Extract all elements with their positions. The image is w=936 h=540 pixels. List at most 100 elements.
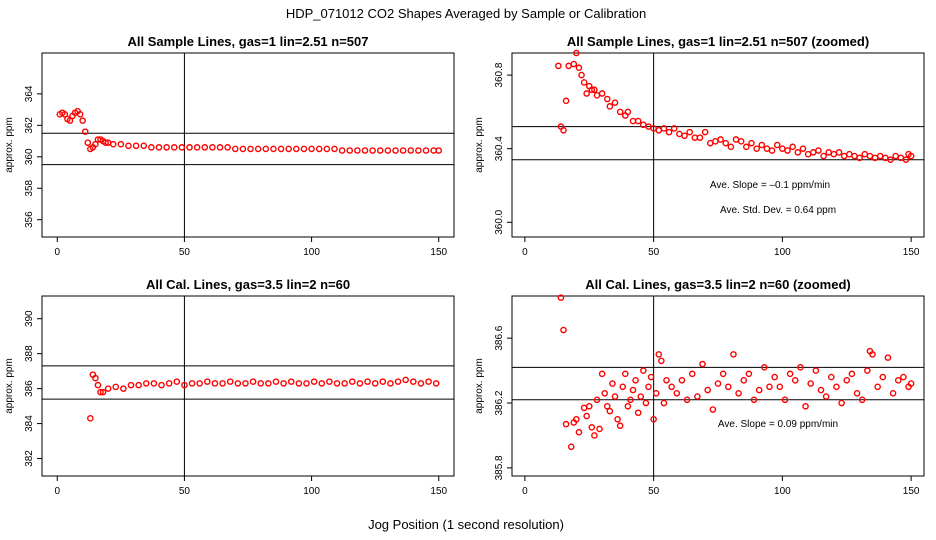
data-point xyxy=(209,144,216,151)
data-point xyxy=(308,145,315,153)
data-point xyxy=(158,381,165,389)
data-point xyxy=(287,378,295,385)
data-point xyxy=(112,383,120,391)
data-point xyxy=(755,386,763,394)
data-point xyxy=(616,422,624,430)
y-tick-label: 364 xyxy=(24,85,35,102)
data-point xyxy=(310,378,318,385)
y-tick-label: 356 xyxy=(24,211,35,228)
data-point xyxy=(650,415,657,423)
data-point xyxy=(712,138,719,145)
x-tick-label: 0 xyxy=(54,486,60,497)
data-point xyxy=(588,424,596,431)
data-point xyxy=(776,383,784,391)
data-point xyxy=(629,117,637,125)
panel-title: All Sample Lines, gas=1 lin=2.51 n=507 xyxy=(128,34,369,49)
data-point xyxy=(660,125,668,132)
y-tick-label: 390 xyxy=(24,310,35,327)
data-point xyxy=(193,144,201,151)
data-point xyxy=(900,373,907,381)
data-point xyxy=(833,383,840,391)
data-point xyxy=(580,79,588,86)
plot-frame xyxy=(41,52,455,238)
data-point xyxy=(725,383,732,391)
data-point xyxy=(907,152,915,160)
data-point xyxy=(410,378,417,385)
data-point xyxy=(835,149,843,156)
data-point xyxy=(820,152,827,160)
data-point xyxy=(807,380,815,387)
data-point xyxy=(565,62,572,70)
panel-title: All Sample Lines, gas=1 lin=2.51 n=507 (… xyxy=(567,34,869,49)
data-point xyxy=(817,386,825,394)
data-point xyxy=(735,389,742,397)
data-point xyxy=(163,144,170,151)
data-point xyxy=(224,144,231,151)
data-point xyxy=(399,147,407,154)
data-point xyxy=(825,149,833,156)
data-point xyxy=(331,145,338,153)
data-point xyxy=(665,128,673,136)
data-point xyxy=(688,370,696,378)
data-points xyxy=(557,294,915,451)
data-point xyxy=(570,60,578,68)
data-point xyxy=(155,144,163,151)
data-point xyxy=(884,354,892,361)
data-point xyxy=(853,389,861,397)
data-point xyxy=(719,370,727,378)
data-point xyxy=(277,145,285,153)
data-point xyxy=(699,360,706,368)
data-point xyxy=(81,128,89,135)
y-axis-label: approx. ppm xyxy=(474,358,485,414)
data-point xyxy=(634,117,642,125)
data-point xyxy=(583,412,590,420)
data-point xyxy=(234,380,242,387)
data-point xyxy=(717,136,724,143)
data-point xyxy=(864,367,871,374)
data-point xyxy=(704,386,712,394)
y-tick-label: 382 xyxy=(24,450,35,467)
data-point xyxy=(280,380,287,387)
data-point xyxy=(611,99,619,106)
y-tick-label: 360.0 xyxy=(494,209,505,234)
data-point xyxy=(323,145,331,153)
data-point xyxy=(786,370,794,378)
data-point xyxy=(247,145,254,153)
data-point xyxy=(270,145,277,153)
y-tick-label: 386.6 xyxy=(494,325,505,350)
data-point xyxy=(598,90,606,97)
x-tick-label: 50 xyxy=(648,247,660,258)
data-point xyxy=(557,294,565,301)
data-point xyxy=(869,351,876,358)
data-point xyxy=(188,380,196,387)
data-point xyxy=(861,150,869,158)
y-axis-label: approx. ppm xyxy=(4,358,15,414)
data-point xyxy=(809,149,817,156)
data-point xyxy=(681,132,688,140)
data-point xyxy=(585,402,593,410)
data-point xyxy=(781,396,789,404)
data-point xyxy=(655,351,663,358)
data-point xyxy=(588,86,596,94)
data-point xyxy=(61,111,69,118)
data-point xyxy=(619,383,627,391)
data-point xyxy=(92,374,99,382)
data-point xyxy=(858,396,866,404)
data-point xyxy=(696,134,704,141)
data-point xyxy=(99,388,107,396)
data-point xyxy=(887,156,894,164)
data-point xyxy=(596,425,603,433)
data-point xyxy=(226,378,234,385)
data-point xyxy=(272,378,280,385)
data-point xyxy=(249,378,257,385)
data-point xyxy=(432,380,440,387)
data-point xyxy=(318,380,326,387)
data-point xyxy=(239,145,247,153)
data-point xyxy=(573,49,580,57)
data-point xyxy=(727,143,735,151)
data-point xyxy=(840,152,848,160)
data-point xyxy=(794,149,802,156)
data-point xyxy=(387,380,394,387)
data-point xyxy=(120,385,127,392)
x-tick-label: 50 xyxy=(179,486,191,497)
